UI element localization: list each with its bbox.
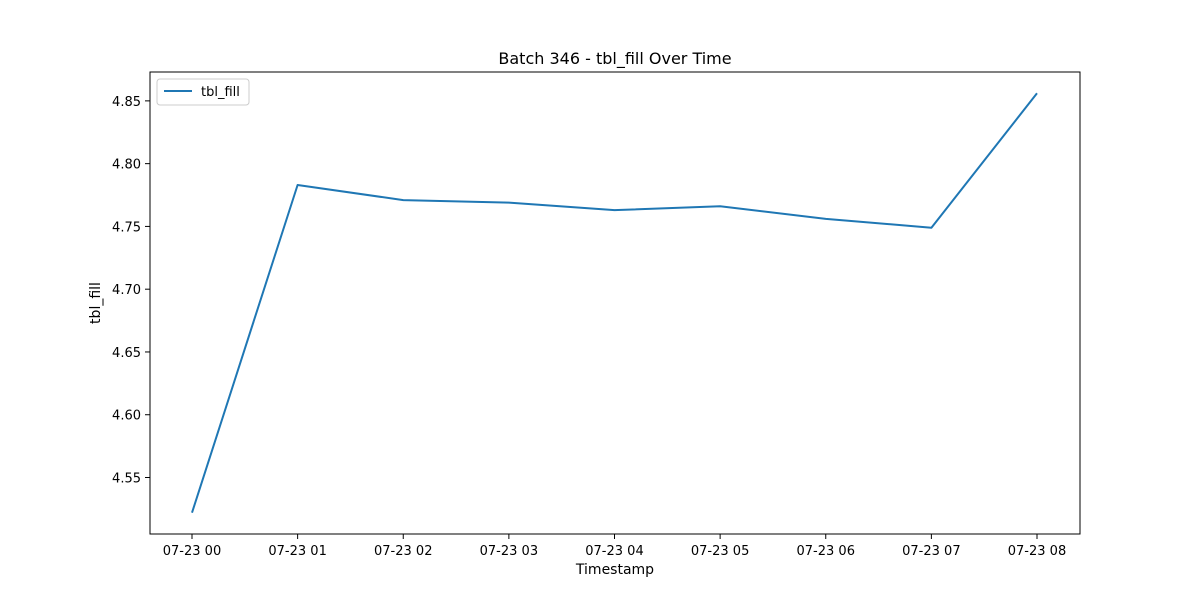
chart-title: Batch 346 - tbl_fill Over Time <box>498 49 731 69</box>
y-tick-label: 4.70 <box>112 283 141 298</box>
x-tick-label: 07-23 07 <box>902 544 960 559</box>
x-tick-label: 07-23 01 <box>268 544 326 559</box>
x-tick-label: 07-23 05 <box>691 544 749 559</box>
y-axis-ticks: 4.55 4.60 4.65 4.70 4.75 4.80 4.85 <box>112 95 150 487</box>
y-tick-label: 4.60 <box>112 409 141 424</box>
x-tick-label: 07-23 00 <box>163 544 221 559</box>
x-axis-label: Timestamp <box>575 562 654 578</box>
y-tick-label: 4.85 <box>112 95 141 110</box>
x-tick-label: 07-23 03 <box>480 544 538 559</box>
x-tick-label: 07-23 08 <box>1008 544 1066 559</box>
y-tick-label: 4.75 <box>112 220 141 235</box>
plot-frame <box>149 71 1081 535</box>
x-tick-label: 07-23 04 <box>585 544 643 559</box>
legend-label-tbl-fill: tbl_fill <box>201 85 240 100</box>
x-tick-label: 07-23 02 <box>374 544 432 559</box>
y-axis-label: tbl_fill <box>88 282 104 324</box>
y-tick-label: 4.65 <box>112 346 141 361</box>
x-axis-ticks: 07-23 00 07-23 01 07-23 02 07-23 03 07-23 04… <box>163 534 1066 559</box>
series-layer <box>191 92 1038 514</box>
x-tick-label: 07-23 06 <box>797 544 855 559</box>
legend-box <box>156 78 250 106</box>
y-tick-label: 4.80 <box>112 158 141 173</box>
legend: tbl_fill <box>156 78 250 106</box>
y-tick-label: 4.55 <box>112 472 141 487</box>
